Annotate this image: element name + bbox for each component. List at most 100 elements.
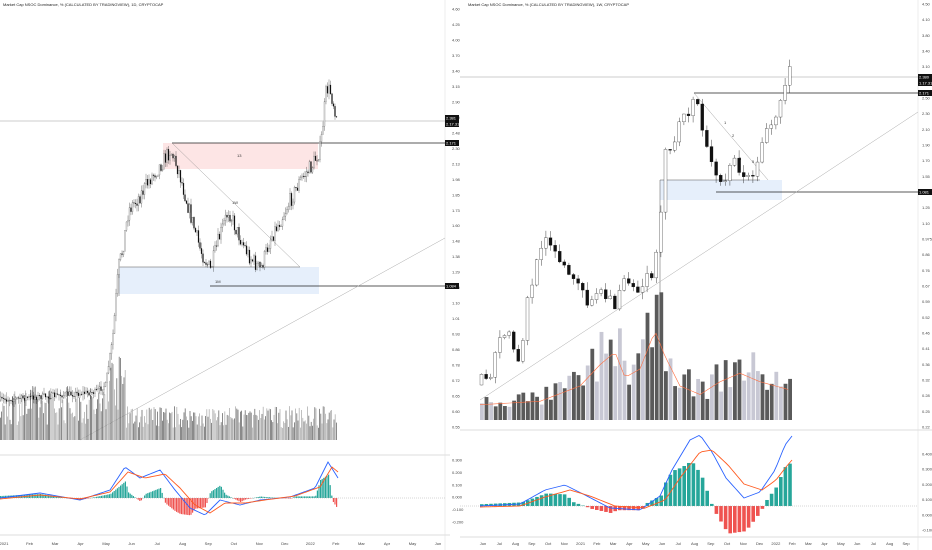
left-volume-bar xyxy=(58,408,60,440)
left-candle xyxy=(296,187,299,191)
left-volume-bar xyxy=(169,412,170,440)
left-volume-bar xyxy=(92,397,94,440)
left-volume-bar xyxy=(7,416,8,440)
left-volume-bar xyxy=(163,412,164,440)
left-candle xyxy=(142,190,144,195)
left-candle xyxy=(184,194,186,202)
left-price-tag xyxy=(445,283,459,289)
left-macd-hist-bar xyxy=(324,476,326,498)
left-candle xyxy=(128,207,131,221)
right-candle xyxy=(507,331,511,336)
right-candle xyxy=(539,247,543,260)
left-volume-bar xyxy=(165,408,167,440)
right-x-axis-tick: Sep xyxy=(707,541,715,546)
left-candle xyxy=(332,103,335,107)
left-volume-bar xyxy=(174,406,175,440)
left-macd-hist-bar xyxy=(120,485,122,498)
right-macd-hist-bar xyxy=(691,463,696,506)
left-volume-bar xyxy=(193,412,194,440)
left-volume-bar xyxy=(231,418,233,440)
left-macd-hist-bar xyxy=(296,496,298,498)
left-macd-hist-bar xyxy=(328,474,330,498)
left-y-axis-tick: 2.90 xyxy=(452,99,461,104)
left-macd-hist-bar xyxy=(116,488,118,498)
left-volume-bar xyxy=(88,399,90,440)
left-volume-bar xyxy=(0,417,1,440)
left-macd-hist-bar xyxy=(200,498,202,508)
right-candle xyxy=(650,273,654,279)
right-candle xyxy=(640,286,645,293)
left-macd-hist-bar xyxy=(302,496,304,498)
right-volume-bar xyxy=(627,384,631,420)
left-volume-bar xyxy=(240,411,241,440)
left-volume-bar xyxy=(235,406,236,440)
left-candle xyxy=(163,153,165,170)
left-macd-hist-bar xyxy=(195,498,197,509)
left-volume-bar xyxy=(170,413,172,440)
left-candle xyxy=(88,392,90,396)
left-volume-bar xyxy=(133,423,134,440)
right-candle xyxy=(700,103,704,131)
right-volume-bar xyxy=(696,378,700,420)
left-candle xyxy=(158,164,161,176)
left-volume-bar xyxy=(319,408,320,440)
right-volume-bar xyxy=(645,312,650,420)
left-macd-hist-bar xyxy=(41,494,43,498)
left-volume-bar xyxy=(266,408,268,440)
left-candle xyxy=(149,179,152,185)
left-candle xyxy=(58,394,60,396)
right-candle xyxy=(673,141,677,151)
left-macd-hist-bar xyxy=(249,498,251,499)
left-macd-hist-bar xyxy=(334,498,336,505)
right-macd-hist-bar xyxy=(544,493,548,506)
left-candle xyxy=(79,393,81,396)
left-annotation-13: 13 xyxy=(237,153,242,158)
left-candle xyxy=(259,261,261,268)
left-volume-bar xyxy=(220,422,222,440)
left-volume-bar xyxy=(250,412,252,440)
right-volume-bar xyxy=(562,388,567,420)
left-volume-bar xyxy=(289,406,290,440)
left-macd-hist-bar xyxy=(323,477,325,498)
left-candle xyxy=(187,203,189,213)
left-macd-hist-bar xyxy=(99,496,101,498)
left-macd-hist-bar xyxy=(38,494,40,498)
left-candle xyxy=(226,214,228,218)
right-candle xyxy=(627,278,631,284)
left-annotation-1m: 1M xyxy=(215,279,221,284)
left-candle xyxy=(113,315,116,334)
left-volume-bar xyxy=(284,422,286,440)
right-macd-hist-bar xyxy=(562,494,567,506)
left-volume-bar xyxy=(232,419,234,440)
right-volume-bar xyxy=(774,371,779,420)
left-x-axis-tick: Apr xyxy=(384,541,391,546)
left-volume-bar xyxy=(243,414,245,440)
left-volume-bar xyxy=(158,426,160,440)
left-volume-bar xyxy=(256,415,258,440)
left-volume-bar xyxy=(147,424,149,440)
left-volume-bar xyxy=(278,412,280,440)
right-macd-hist-bar xyxy=(751,506,755,522)
left-volume-bar xyxy=(159,407,161,440)
right-macd-hist-bar xyxy=(631,506,636,511)
left-volume-bar xyxy=(117,409,119,440)
left-macd-hist-bar xyxy=(92,497,94,498)
left-volume-bar xyxy=(42,400,43,440)
left-candle xyxy=(17,397,20,399)
left-y-axis-tick: 3.40 xyxy=(452,68,461,73)
left-candle xyxy=(169,155,171,161)
left-macd-hist-bar xyxy=(264,496,266,498)
right-volume-bar xyxy=(521,392,526,420)
right-volume-bar xyxy=(710,374,714,420)
left-volume-bar xyxy=(183,412,185,440)
left-volume-bar xyxy=(258,419,259,440)
left-macd-hist-bar xyxy=(153,490,155,498)
right-x-axis-tick: Aug xyxy=(512,541,519,546)
left-candle xyxy=(304,176,306,178)
right-volume-bar xyxy=(673,386,677,420)
left-volume-bar xyxy=(139,422,140,440)
left-volume-bar xyxy=(130,409,132,440)
left-volume-bar xyxy=(96,408,97,440)
right-x-axis-tick: Mar xyxy=(610,541,618,546)
left-volume-bar xyxy=(99,403,101,440)
